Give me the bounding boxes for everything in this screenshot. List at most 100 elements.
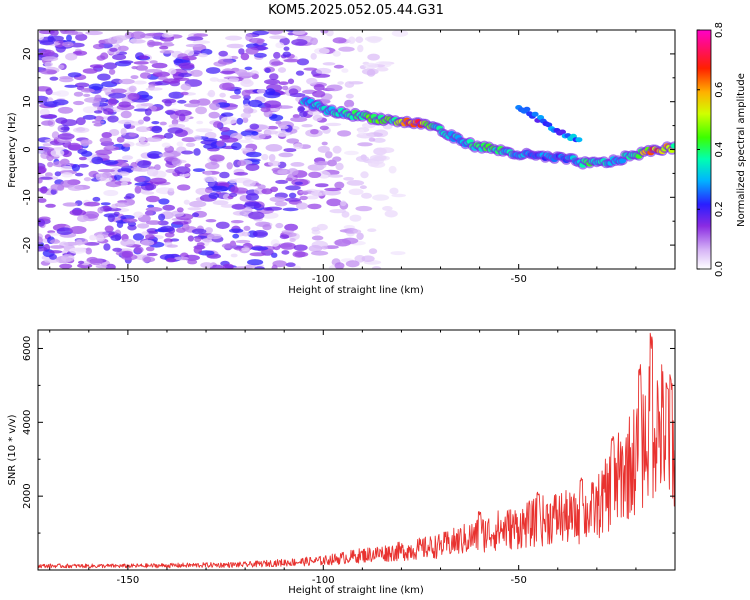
spectrogram-noise-cell bbox=[97, 73, 111, 81]
spectrogram-noise-cell bbox=[236, 117, 244, 125]
spectrogram-noise-cell bbox=[282, 51, 292, 58]
spectrogram-noise-cell bbox=[234, 88, 241, 95]
spectrogram-x-tick-label: -50 bbox=[511, 274, 527, 285]
spectrogram-noise-cell bbox=[344, 81, 355, 88]
spectrogram-noise-cell bbox=[180, 83, 192, 91]
spectrogram-noise-cell bbox=[372, 194, 390, 201]
spectrogram-noise-cell bbox=[203, 143, 218, 149]
spectrogram-noise-cell bbox=[77, 163, 89, 168]
spectrogram-noise-cell bbox=[355, 205, 373, 212]
spectrogram-noise-cell bbox=[39, 186, 48, 194]
spectrogram-noise-cell bbox=[198, 53, 208, 58]
spectrogram-noise-cell bbox=[168, 68, 177, 75]
spectrogram-noise-cell bbox=[69, 247, 87, 254]
spectrogram-noise-cell bbox=[59, 76, 73, 80]
spectrogram-noise-cell bbox=[192, 168, 206, 173]
spectrogram-noise-cell bbox=[151, 125, 163, 134]
spectrogram-noise-cell bbox=[128, 85, 137, 93]
spectrogram-noise-cell bbox=[312, 114, 323, 122]
spectrogram-noise-cell bbox=[58, 64, 65, 70]
spectrogram-noise-cell bbox=[286, 168, 299, 176]
spectrogram-y-tick-label: 10 bbox=[22, 95, 33, 108]
spectrogram-noise-cell bbox=[334, 181, 345, 189]
spectrogram-noise-cell bbox=[308, 171, 322, 178]
spectrogram-noise-cell bbox=[244, 135, 253, 141]
spectrogram-noise-cell bbox=[178, 113, 186, 122]
spectrogram-noise-cell bbox=[233, 171, 249, 176]
spectrogram-noise-cell bbox=[249, 252, 266, 257]
snr-x-axis-label: Height of straight line (km) bbox=[288, 585, 424, 596]
spectrogram-noise-cell bbox=[64, 84, 78, 88]
spectrogram-noise-cell bbox=[257, 184, 266, 190]
spectrogram-noise-cell bbox=[145, 87, 163, 91]
spectrogram-noise-cell bbox=[357, 44, 364, 53]
spectrogram-noise-cell bbox=[243, 225, 251, 231]
spectrogram-noise-cell bbox=[61, 150, 72, 158]
spectrogram-noise-cell bbox=[231, 203, 246, 210]
spectrogram-noise-cell bbox=[288, 192, 297, 199]
spectrogram-noise-cell bbox=[290, 116, 308, 122]
spectrogram-noise-cell bbox=[176, 207, 184, 213]
spectrogram-noise-cell bbox=[75, 239, 83, 246]
spectrogram-noise-cell bbox=[366, 69, 376, 77]
spectrogram-noise-cell bbox=[108, 92, 127, 99]
colorbar-tick-label: 0.2 bbox=[714, 201, 725, 217]
spectrogram-noise-cell bbox=[144, 108, 152, 116]
spectrogram-noise-cell bbox=[229, 94, 242, 100]
spectrogram-noise-cell bbox=[311, 235, 324, 241]
spectrogram-noise-cell bbox=[220, 70, 236, 75]
spectrogram-noise-cell bbox=[181, 150, 194, 155]
spectrogram-noise-cell bbox=[167, 127, 184, 134]
spectrogram-noise-cell bbox=[251, 131, 259, 136]
spectrogram-noise-cell bbox=[104, 207, 122, 212]
spectrogram-noise-cell bbox=[196, 120, 204, 125]
spectrogram-noise-cell bbox=[146, 168, 159, 177]
spectrogram-noise-cell bbox=[269, 35, 287, 40]
spectrogram-noise-cell bbox=[232, 233, 240, 239]
spectrogram-noise-cell bbox=[48, 250, 63, 254]
spectrogram-noise-cell bbox=[307, 203, 322, 210]
spectrogram-noise-cell bbox=[95, 173, 107, 182]
spectrogram-noise-cell bbox=[128, 39, 146, 44]
spectrogram-noise-cell bbox=[83, 201, 100, 207]
spectrogram-noise-cell bbox=[177, 99, 187, 104]
spectrogram-noise-cell bbox=[82, 106, 98, 114]
spectrogram-x-tick-label: -100 bbox=[312, 274, 335, 285]
spectrogram-noise-cell bbox=[265, 144, 283, 152]
spectrogram-noise-cell bbox=[116, 136, 125, 143]
spectrogram-noise-cell bbox=[388, 165, 397, 174]
spectrogram-noise-cell bbox=[161, 142, 171, 148]
spectrogram-noise-cell bbox=[159, 121, 167, 126]
spectrogram-noise-cell bbox=[306, 77, 318, 85]
spectrogram-noise-cell bbox=[319, 125, 329, 131]
spectrogram-noise-cell bbox=[103, 189, 119, 197]
spectrogram-noise-cell bbox=[240, 112, 251, 119]
spectrogram-noise-cell bbox=[212, 200, 229, 206]
spectrogram-noise-cell bbox=[122, 143, 131, 148]
spectrogram-noise-cell bbox=[38, 177, 43, 184]
spectrogram-noise-cell bbox=[290, 162, 305, 167]
spectrogram-noise-cell bbox=[41, 120, 54, 126]
spectrogram-noise-cell bbox=[248, 264, 256, 269]
spectrogram-noise-cell bbox=[285, 185, 301, 191]
spectrogram-noise-cell bbox=[209, 77, 219, 82]
spectrogram-noise-cell bbox=[332, 145, 342, 154]
spectrogram-noise-cell bbox=[95, 149, 113, 156]
spectrogram-noise-cell bbox=[219, 92, 226, 98]
spectrogram-noise-cell bbox=[103, 243, 111, 251]
spectrogram-noise-cell bbox=[163, 41, 173, 46]
spectrogram-noise-cell bbox=[325, 122, 342, 127]
spectrogram-noise-cell bbox=[301, 124, 313, 128]
spectrogram-noise-cell bbox=[267, 30, 284, 35]
spectrogram-noise-cell bbox=[296, 202, 309, 210]
spectrogram-noise-cell bbox=[139, 72, 152, 79]
spectrogram-noise-cell bbox=[141, 191, 155, 195]
spectrogram-noise-cell bbox=[343, 177, 355, 181]
spectrogram-noise-cell bbox=[283, 46, 290, 51]
spectrogram-noise-cell bbox=[241, 89, 251, 97]
spectrogram-noise-cell bbox=[367, 53, 380, 61]
spectrogram-noise-cell bbox=[204, 227, 213, 234]
spectrogram-noise-cell bbox=[108, 68, 116, 75]
spectrogram-noise-cell bbox=[44, 259, 60, 264]
spectrogram-noise-cell bbox=[163, 132, 174, 139]
